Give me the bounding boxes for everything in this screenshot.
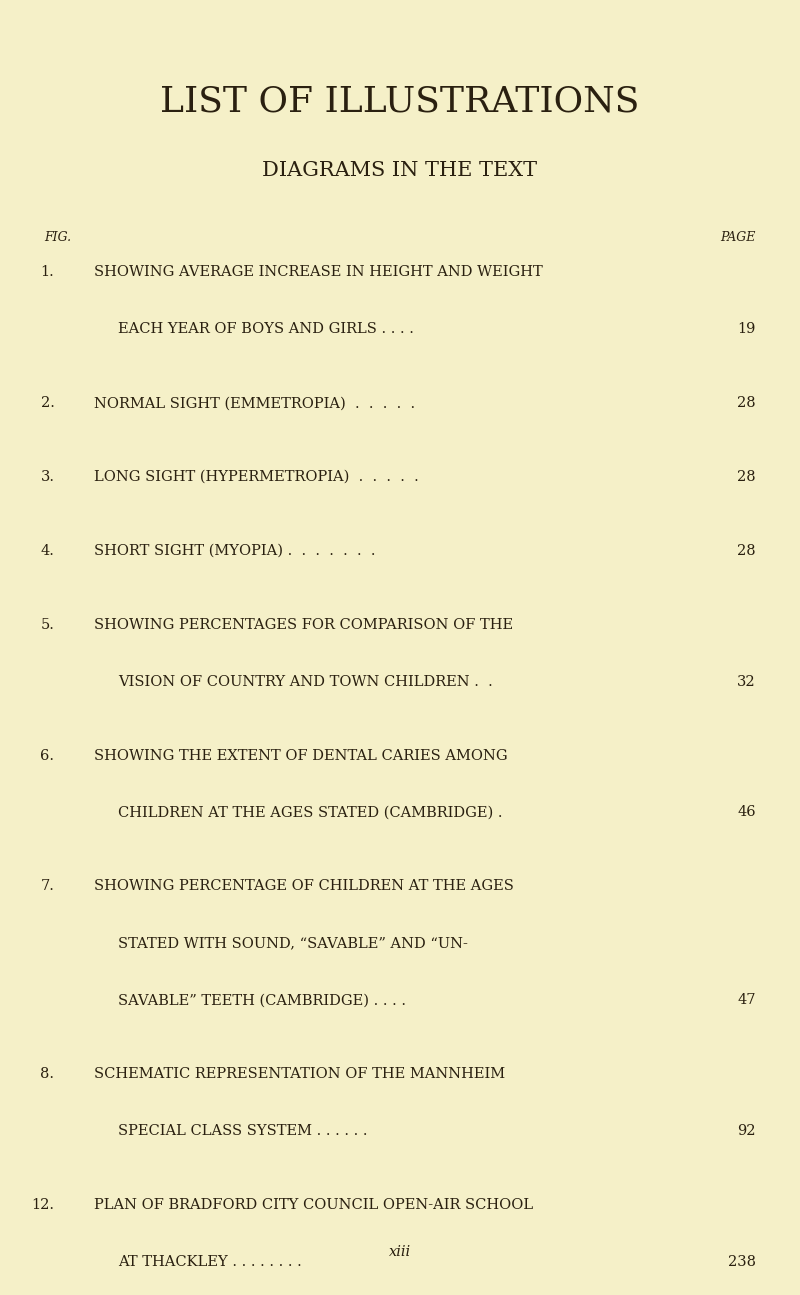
Text: 46: 46 bbox=[738, 805, 756, 820]
Text: SHOWING THE EXTENT OF DENTAL CARIES AMONG: SHOWING THE EXTENT OF DENTAL CARIES AMON… bbox=[94, 749, 508, 763]
Text: xiii: xiii bbox=[389, 1244, 411, 1259]
Text: 12.: 12. bbox=[31, 1198, 54, 1212]
Text: 6.: 6. bbox=[41, 749, 54, 763]
Text: NORMAL SIGHT (EMMETROPIA)  .  .  .  .  .: NORMAL SIGHT (EMMETROPIA) . . . . . bbox=[94, 396, 415, 411]
Text: PLAN OF BRADFORD CITY COUNCIL OPEN-AIR SCHOOL: PLAN OF BRADFORD CITY COUNCIL OPEN-AIR S… bbox=[94, 1198, 534, 1212]
Text: DIAGRAMS IN THE TEXT: DIAGRAMS IN THE TEXT bbox=[262, 161, 538, 180]
Text: 28: 28 bbox=[738, 396, 756, 411]
Text: 2.: 2. bbox=[41, 396, 54, 411]
Text: 3.: 3. bbox=[41, 470, 54, 484]
Text: 238: 238 bbox=[728, 1255, 756, 1269]
Text: 7.: 7. bbox=[41, 879, 54, 894]
Text: SHOWING AVERAGE INCREASE IN HEIGHT AND WEIGHT: SHOWING AVERAGE INCREASE IN HEIGHT AND W… bbox=[94, 265, 543, 280]
Text: 92: 92 bbox=[738, 1124, 756, 1138]
Text: FIG.: FIG. bbox=[44, 231, 71, 243]
Text: 4.: 4. bbox=[41, 544, 54, 558]
Text: 28: 28 bbox=[738, 470, 756, 484]
Text: LIST OF ILLUSTRATIONS: LIST OF ILLUSTRATIONS bbox=[160, 84, 640, 118]
Text: PAGE: PAGE bbox=[721, 231, 756, 243]
Text: 19: 19 bbox=[738, 322, 756, 337]
Text: EACH YEAR OF BOYS AND GIRLS . . . .: EACH YEAR OF BOYS AND GIRLS . . . . bbox=[118, 322, 414, 337]
Text: 8.: 8. bbox=[41, 1067, 54, 1081]
Text: STATED WITH SOUND, “SAVABLE” AND “UN-: STATED WITH SOUND, “SAVABLE” AND “UN- bbox=[118, 936, 468, 951]
Text: 28: 28 bbox=[738, 544, 756, 558]
Text: SCHEMATIC REPRESENTATION OF THE MANNHEIM: SCHEMATIC REPRESENTATION OF THE MANNHEIM bbox=[94, 1067, 506, 1081]
Text: 32: 32 bbox=[738, 675, 756, 689]
Text: SHOWING PERCENTAGE OF CHILDREN AT THE AGES: SHOWING PERCENTAGE OF CHILDREN AT THE AG… bbox=[94, 879, 514, 894]
Text: 5.: 5. bbox=[41, 618, 54, 632]
Text: CHILDREN AT THE AGES STATED (CAMBRIDGE) .: CHILDREN AT THE AGES STATED (CAMBRIDGE) … bbox=[118, 805, 503, 820]
Text: VISION OF COUNTRY AND TOWN CHILDREN .  .: VISION OF COUNTRY AND TOWN CHILDREN . . bbox=[118, 675, 493, 689]
Text: AT THACKLEY . . . . . . . .: AT THACKLEY . . . . . . . . bbox=[118, 1255, 302, 1269]
Text: 1.: 1. bbox=[41, 265, 54, 280]
Text: SAVABLE” TEETH (CAMBRIDGE) . . . .: SAVABLE” TEETH (CAMBRIDGE) . . . . bbox=[118, 993, 406, 1008]
Text: SPECIAL CLASS SYSTEM . . . . . .: SPECIAL CLASS SYSTEM . . . . . . bbox=[118, 1124, 368, 1138]
Text: SHORT SIGHT (MYOPIA) .  .  .  .  .  .  .: SHORT SIGHT (MYOPIA) . . . . . . . bbox=[94, 544, 376, 558]
Text: LONG SIGHT (HYPERMETROPIA)  .  .  .  .  .: LONG SIGHT (HYPERMETROPIA) . . . . . bbox=[94, 470, 419, 484]
Text: SHOWING PERCENTAGES FOR COMPARISON OF THE: SHOWING PERCENTAGES FOR COMPARISON OF TH… bbox=[94, 618, 514, 632]
Text: 47: 47 bbox=[738, 993, 756, 1008]
